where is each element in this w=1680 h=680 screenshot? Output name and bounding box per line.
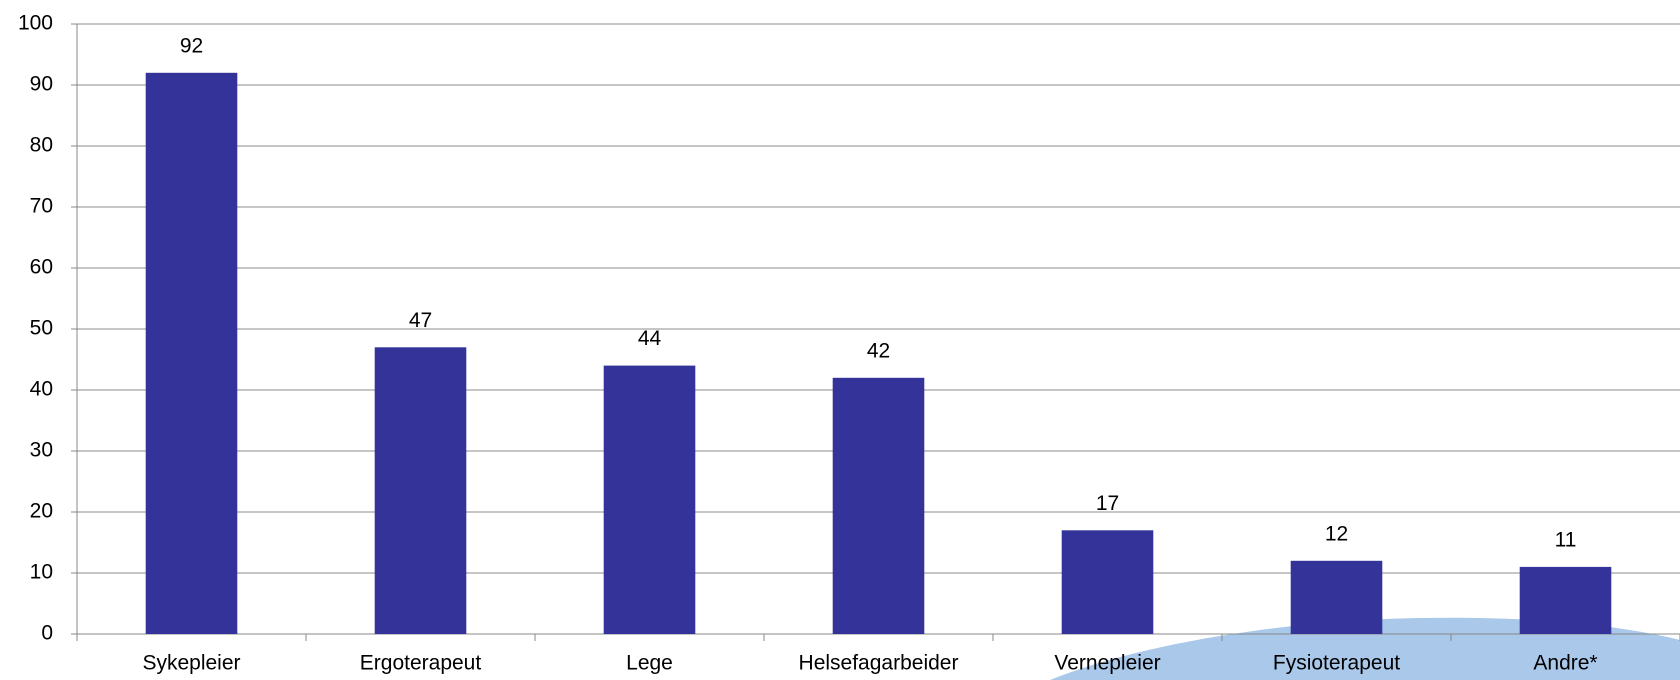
y-tick-label: 30 (30, 439, 53, 462)
value-label: 11 (1555, 528, 1577, 551)
value-label: 44 (638, 327, 662, 350)
value-label: 92 (180, 34, 203, 57)
y-tick-label: 40 (30, 378, 53, 401)
x-tick-label: Andre* (1533, 652, 1597, 675)
bar (1520, 567, 1612, 634)
x-tick-label: Ergoterapeut (360, 652, 482, 675)
x-tick-label: Lege (626, 652, 673, 675)
y-tick-label: 10 (30, 561, 53, 584)
y-tick-label: 100 (18, 12, 53, 35)
bar (833, 378, 925, 634)
value-label: 47 (409, 309, 432, 332)
y-tick-label: 90 (30, 73, 53, 96)
x-tick-label: Vernepleier (1054, 652, 1160, 675)
marks: Sykepleier 92 Ergoterapeut 47 Lege 44 Helsefag… (142, 34, 1611, 674)
page: {"chart_data": {"type": "bar", "categori… (0, 0, 1680, 680)
y-tick-label: 70 (30, 195, 53, 218)
value-label: 12 (1325, 522, 1348, 545)
bar (375, 347, 467, 634)
y-tick-label: 50 (30, 317, 53, 340)
y-tick-label: 80 (30, 134, 53, 157)
x-tick-label: Fysioterapeut (1273, 652, 1400, 675)
y-tick-label: 20 (30, 500, 53, 523)
x-tick-label: Helsefagarbeider (799, 652, 959, 675)
bar (604, 366, 696, 634)
chart: 0 10 20 30 40 50 60 70 80 90 100 Sykepleier 92 Ergot… (0, 0, 1680, 680)
bar (146, 73, 238, 634)
y-tick-label: 60 (30, 256, 53, 279)
y-tick-label: 0 (41, 622, 53, 645)
value-label: 42 (867, 339, 890, 362)
bar (1062, 530, 1154, 634)
bar (1291, 561, 1383, 634)
value-label: 17 (1096, 492, 1119, 515)
x-tick-label: Sykepleier (142, 652, 240, 675)
